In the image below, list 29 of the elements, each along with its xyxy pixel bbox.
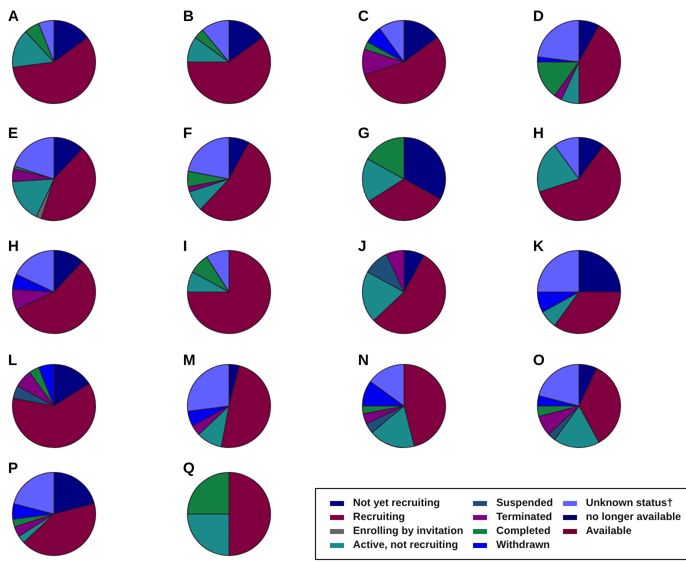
- chart-title: K: [533, 238, 544, 255]
- legend-label: Withdrawn: [496, 539, 550, 551]
- chart-title: M: [183, 352, 196, 369]
- chart-title: B: [183, 8, 194, 25]
- chart-title: J: [358, 238, 366, 255]
- chart-title: E: [8, 125, 18, 142]
- chart-title: H: [8, 238, 19, 255]
- legend-label: Unknown status†: [586, 497, 673, 509]
- chart-title: F: [183, 125, 192, 142]
- legend-label: Suspended: [496, 497, 553, 509]
- chart-title: A: [8, 8, 19, 25]
- chart-title: C: [358, 8, 369, 25]
- legend-label: no longer available: [586, 511, 681, 523]
- legend-label: Recruiting: [353, 511, 405, 523]
- chart-title: Q: [183, 460, 195, 477]
- chart-title: G: [358, 125, 370, 142]
- legend-label: Not yet recruiting: [353, 497, 440, 509]
- legend-label: Enrolling by invitation: [353, 525, 464, 537]
- legend-label: Active, not recruiting: [353, 539, 458, 551]
- chart-title: P: [8, 460, 18, 477]
- chart-title: I: [183, 238, 188, 255]
- chart-title: H: [533, 125, 544, 142]
- legend-label: Available: [586, 525, 632, 537]
- legend-label: Terminated: [496, 511, 552, 523]
- chart-title: L: [8, 352, 18, 369]
- chart-title: D: [533, 8, 544, 25]
- chart-title: N: [358, 352, 369, 369]
- chart-title: O: [533, 352, 545, 369]
- legend-label: Completed: [496, 525, 551, 537]
